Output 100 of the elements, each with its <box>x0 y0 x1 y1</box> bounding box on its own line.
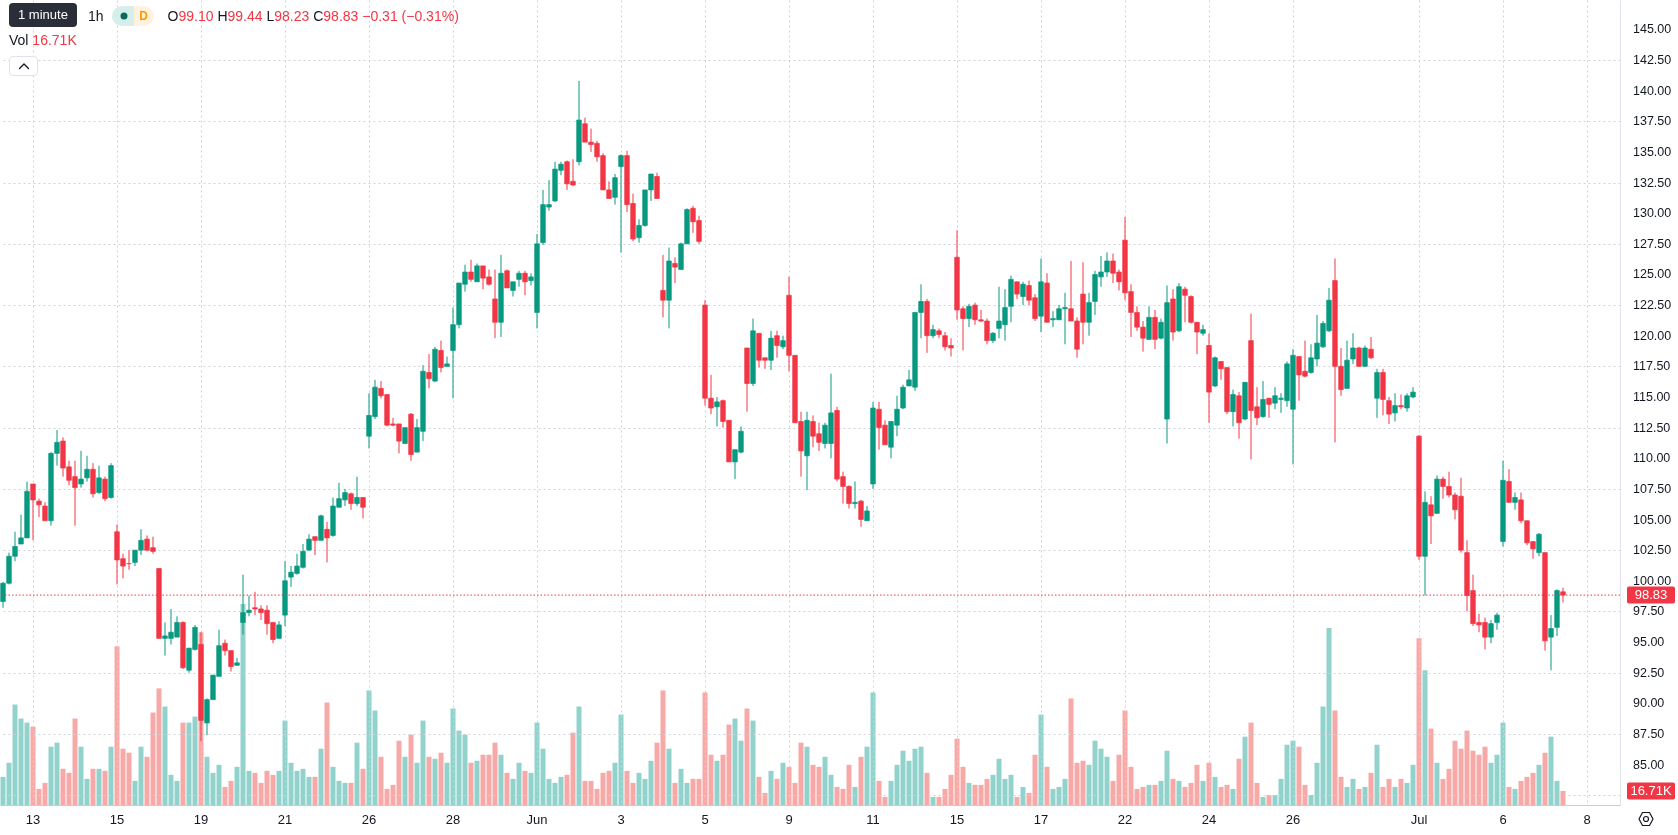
bar <box>924 772 930 805</box>
candlestick <box>780 335 786 350</box>
candlestick <box>312 536 318 556</box>
y-tick-label: 105.00 <box>1633 512 1672 527</box>
bar <box>498 754 504 805</box>
x-tick-label: 26 <box>361 811 377 827</box>
candlestick <box>1548 614 1554 671</box>
candlestick <box>96 465 102 495</box>
x-tick-label: 9 <box>785 811 793 827</box>
y-tick-label: 117.50 <box>1633 359 1671 374</box>
candlestick <box>1506 468 1512 503</box>
y-tick-label: 85.00 <box>1633 757 1665 772</box>
x-tick-label: Jul <box>1410 811 1428 827</box>
x-tick-label: 22 <box>1117 811 1133 827</box>
x-tick-label: 8 <box>1583 811 1591 827</box>
bar <box>312 776 318 805</box>
candlestick <box>1020 281 1026 306</box>
candlestick <box>1392 392 1398 422</box>
bar <box>1146 784 1152 805</box>
x-tick-label: 3 <box>617 811 625 827</box>
x-tick-label: 26 <box>1285 811 1301 827</box>
annotation: D <box>133 6 154 26</box>
candlestick <box>1494 612 1500 631</box>
candlestick <box>1488 619 1494 644</box>
y-tick-label: 90.00 <box>1633 696 1665 711</box>
y-tick-label: 142.50 <box>1633 53 1672 68</box>
candlestick <box>1086 292 1092 337</box>
candlestick <box>1350 332 1356 365</box>
x-tick-label: 11 <box>866 811 880 827</box>
bar <box>432 758 438 805</box>
bar <box>774 778 780 805</box>
candlestick <box>612 173 618 206</box>
bar <box>108 746 114 805</box>
bar <box>780 762 786 805</box>
ref-line-label: 98.83 <box>1634 587 1668 603</box>
candlestick <box>1362 345 1368 367</box>
bar <box>1212 776 1218 805</box>
bar <box>1362 786 1368 805</box>
text: 1h <box>88 8 104 24</box>
bar <box>768 770 774 805</box>
bar <box>354 742 360 805</box>
bar <box>672 782 678 805</box>
candlestick <box>936 327 942 339</box>
candlestick <box>714 396 720 427</box>
y-tick-label: 107.50 <box>1633 481 1672 496</box>
bar <box>1428 728 1434 805</box>
y-tick-label: 127.50 <box>1633 236 1672 251</box>
candlestick <box>234 657 240 666</box>
y-tick-label: 110.00 <box>1633 451 1671 466</box>
candlestick <box>438 340 444 373</box>
bar <box>1368 772 1374 805</box>
candlestick <box>1146 305 1152 340</box>
y-tick-label: 137.50 <box>1633 114 1672 129</box>
bar <box>474 760 480 805</box>
bar <box>1176 780 1182 805</box>
y-tick-label: 145.00 <box>1633 22 1672 37</box>
bar <box>1416 638 1422 805</box>
bar <box>1260 796 1266 805</box>
y-tick-label: 92.50 <box>1633 665 1665 680</box>
bar <box>1038 714 1044 805</box>
bar <box>1206 762 1212 805</box>
candlestick <box>1398 394 1404 410</box>
bar <box>504 772 510 805</box>
bar <box>1242 736 1248 805</box>
y-tick-label: 135.00 <box>1633 144 1672 159</box>
bar <box>1014 796 1020 805</box>
bar <box>324 702 330 805</box>
bar <box>744 708 750 805</box>
bar <box>1542 752 1548 805</box>
y-tick-label: 125.00 <box>1633 267 1672 282</box>
y-tick-label: 130.00 <box>1633 206 1672 221</box>
x-tick-label: 21 <box>277 811 293 827</box>
bar <box>1236 758 1242 805</box>
x-tick-label: 6 <box>1499 811 1507 827</box>
candlestick <box>1200 324 1206 337</box>
candlestick <box>1536 532 1542 557</box>
x-tick-label: 5 <box>701 811 709 827</box>
x-tick-label: 19 <box>193 811 209 827</box>
candlestick <box>966 303 972 328</box>
candlestick <box>468 259 474 283</box>
candlestick <box>474 262 480 283</box>
bar <box>1020 786 1026 805</box>
candlestick <box>768 330 774 371</box>
bar <box>402 756 408 805</box>
bar <box>1560 790 1566 805</box>
bar <box>1266 794 1272 805</box>
bar <box>1512 788 1518 805</box>
candlestick <box>426 353 432 389</box>
bar <box>468 762 474 805</box>
bar <box>576 706 582 805</box>
candlestick <box>1260 380 1266 419</box>
y-tick-label: 97.50 <box>1633 604 1665 619</box>
y-tick-label: 115.00 <box>1633 389 1671 404</box>
y-tick-label: 122.50 <box>1633 298 1672 313</box>
y-tick-label: 102.50 <box>1633 543 1672 558</box>
bar <box>90 768 96 805</box>
bar <box>1230 788 1236 805</box>
bar <box>1398 778 1404 805</box>
text: 16.71K <box>1630 782 1672 798</box>
bar <box>522 770 528 805</box>
